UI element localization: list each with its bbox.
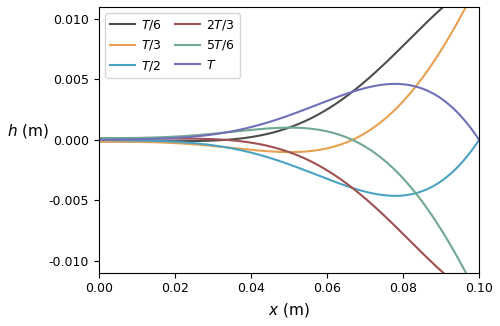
$5T$/6 [424,206,430,210]
$T$ [476,138,482,142]
$T$/3 [120,140,126,143]
$T$ [120,138,126,141]
$5T$/6 [338,134,344,138]
$T$ [392,82,398,86]
$T$/6 [338,98,344,102]
$T$/2 [392,194,398,198]
$T$/6 [120,139,126,143]
Line: $T$/6: $T$/6 [99,0,479,141]
$T$/3 [286,150,292,154]
$T$ [96,138,102,142]
$5T$/6 [385,161,391,165]
Line: $2T$/3: $2T$/3 [99,138,479,298]
$T$/2 [96,138,102,142]
$2T$/3 [96,136,102,140]
$2T$/3 [424,255,430,259]
$T$/2 [326,178,332,182]
$T$/2 [384,194,390,198]
$T$/2 [476,138,482,142]
$T$ [384,82,390,86]
$T$/3 [317,148,323,152]
$2T$/3 [476,296,482,300]
$T$/2 [424,187,430,191]
$T$/6 [96,140,102,143]
$5T$/6 [317,128,323,132]
Y-axis label: $h$ (m): $h$ (m) [7,122,49,140]
X-axis label: $x$ (m): $x$ (m) [268,301,310,319]
Line: $T$/2: $T$/2 [99,140,479,196]
$T$/3 [424,70,430,74]
$T$ [316,102,322,106]
Line: $5T$/6: $5T$/6 [99,128,479,298]
$2T$/3 [384,216,390,220]
$T$ [424,88,430,92]
$5T$/6 [327,130,333,134]
Line: $T$: $T$ [99,84,479,140]
$T$/2 [120,138,126,142]
$5T$/6 [476,296,482,300]
Line: $T$/3: $T$/3 [99,0,479,152]
$2T$/3 [120,137,126,141]
Legend: $T$/6, $T$/3, $T$/2, $2T$/3, $5T$/6, $T$: $T$/6, $T$/3, $T$/2, $2T$/3, $5T$/6, $T$ [105,13,240,78]
$T$/3 [327,146,333,150]
$T$/2 [338,182,344,186]
$T$ [326,98,332,102]
$T$/6 [384,59,390,63]
$5T$/6 [96,136,102,140]
$2T$/3 [338,178,344,182]
$T$/3 [338,142,344,146]
$T$ [338,94,344,97]
$2T$/3 [326,170,332,174]
$T$/6 [326,106,332,110]
$5T$/6 [120,136,126,140]
$T$/3 [385,114,391,118]
$2T$/3 [316,164,322,168]
$5T$/6 [286,126,292,130]
$T$/6 [316,112,322,116]
$T$/6 [424,21,430,25]
$T$/2 [316,174,322,178]
$T$/3 [96,140,102,143]
